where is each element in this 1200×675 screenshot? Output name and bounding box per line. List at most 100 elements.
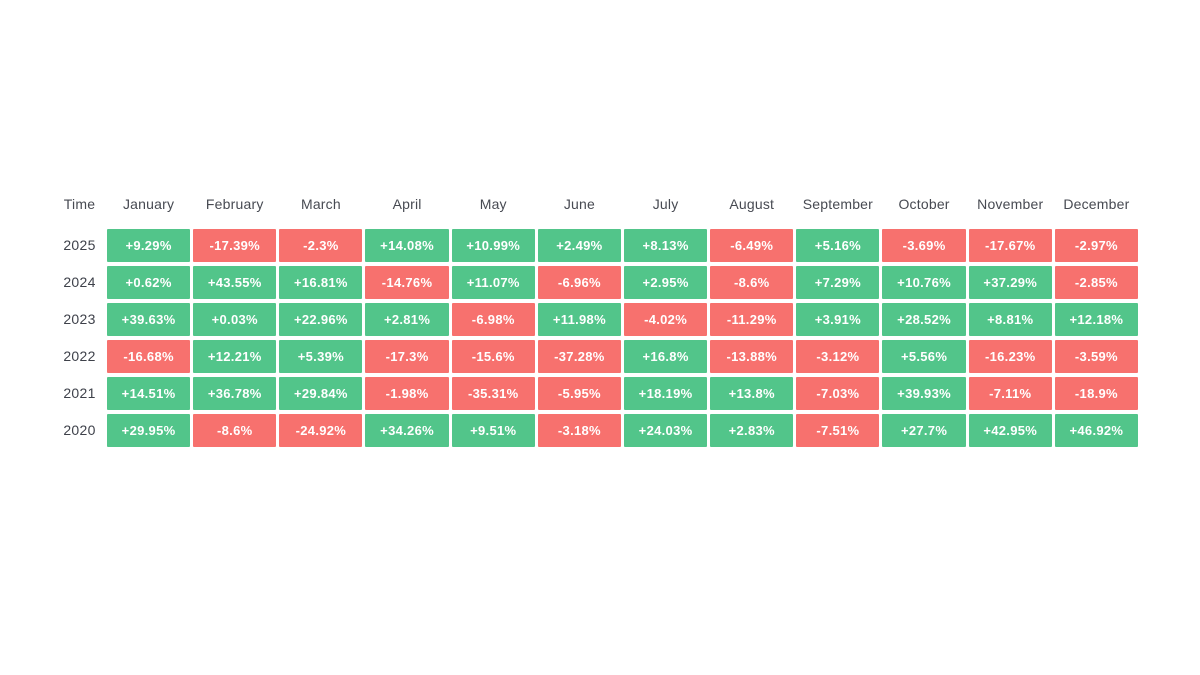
- return-cell: -3.12%: [796, 340, 880, 373]
- return-cell: -2.85%: [1054, 266, 1138, 299]
- month-column-header: March: [300, 196, 341, 212]
- return-cell: -1.98%: [365, 377, 449, 410]
- year-label: 2021: [63, 385, 96, 401]
- return-cell: -7.51%: [796, 414, 880, 447]
- return-cell: -15.6%: [451, 340, 535, 373]
- return-cell: +0.03%: [193, 303, 277, 336]
- return-cell: -3.18%: [537, 414, 621, 447]
- monthly-performance-table: Time January February March April May June Jul…: [55, 196, 1138, 451]
- return-cell: +10.76%: [882, 266, 966, 299]
- return-cell: -35.31%: [451, 377, 535, 410]
- return-cell: +5.56%: [882, 340, 966, 373]
- return-cell: +18.19%: [623, 377, 708, 410]
- return-cell: +2.83%: [710, 414, 794, 447]
- month-column-header: December: [1063, 196, 1130, 212]
- month-column-header: November: [977, 196, 1044, 212]
- return-cell: +0.62%: [107, 266, 191, 299]
- return-cell: +39.93%: [882, 377, 966, 410]
- time-column-header: Time: [63, 196, 96, 212]
- month-column-header: August: [729, 196, 775, 212]
- table-row: 2021 +14.51% +36.78% +29.84% -1.98% -35.31% -5…: [55, 377, 1138, 410]
- return-cell: +29.84%: [279, 377, 363, 410]
- return-cell: -7.03%: [796, 377, 880, 410]
- return-cell: -3.69%: [882, 229, 966, 262]
- month-column-header: June: [563, 196, 595, 212]
- return-cell: +8.81%: [968, 303, 1052, 336]
- return-cell: -13.88%: [710, 340, 794, 373]
- table-row: 2022 -16.68% +12.21% +5.39% -17.3% -15.6% -37.…: [55, 340, 1138, 373]
- return-cell: +2.95%: [623, 266, 708, 299]
- year-label: 2025: [63, 237, 96, 253]
- return-cell: -6.98%: [451, 303, 535, 336]
- year-label: 2023: [63, 311, 96, 327]
- table-row: 2020 +29.95% -8.6% -24.92% +34.26% +9.51% -3.1…: [55, 414, 1138, 447]
- return-cell: -8.6%: [193, 414, 277, 447]
- return-cell: +11.07%: [451, 266, 535, 299]
- month-column-header: October: [898, 196, 950, 212]
- month-column-header: April: [392, 196, 422, 212]
- return-cell: -14.76%: [365, 266, 449, 299]
- year-label: 2022: [63, 348, 96, 364]
- table-header-row: Time January February March April May June Jul…: [55, 196, 1138, 213]
- return-cell: +10.99%: [451, 229, 535, 262]
- return-cell: -6.49%: [710, 229, 794, 262]
- month-column-header: January: [122, 196, 175, 212]
- return-cell: +9.29%: [107, 229, 191, 262]
- return-cell: -24.92%: [279, 414, 363, 447]
- return-cell: -6.96%: [537, 266, 621, 299]
- return-cell: +11.98%: [537, 303, 621, 336]
- return-cell: +7.29%: [796, 266, 880, 299]
- return-cell: +16.81%: [279, 266, 363, 299]
- return-cell: +27.7%: [882, 414, 966, 447]
- return-cell: +37.29%: [968, 266, 1052, 299]
- return-cell: -5.95%: [537, 377, 621, 410]
- return-cell: +43.55%: [193, 266, 277, 299]
- month-column-header: September: [802, 196, 874, 212]
- return-cell: +34.26%: [365, 414, 449, 447]
- table-row: 2024 +0.62% +43.55% +16.81% -14.76% +11.07% -6…: [55, 266, 1138, 299]
- return-cell: -3.59%: [1054, 340, 1138, 373]
- return-cell: -4.02%: [623, 303, 708, 336]
- return-cell: -11.29%: [710, 303, 794, 336]
- return-cell: -8.6%: [710, 266, 794, 299]
- return-cell: -37.28%: [537, 340, 621, 373]
- return-cell: +46.92%: [1054, 414, 1138, 447]
- return-cell: +5.16%: [796, 229, 880, 262]
- return-cell: -17.67%: [968, 229, 1052, 262]
- return-cell: -16.68%: [107, 340, 191, 373]
- return-cell: -7.11%: [968, 377, 1052, 410]
- table-row: 2023 +39.63% +0.03% +22.96% +2.81% -6.98% +11.…: [55, 303, 1138, 336]
- return-cell: -18.9%: [1054, 377, 1138, 410]
- return-cell: +22.96%: [279, 303, 363, 336]
- return-cell: -2.97%: [1054, 229, 1138, 262]
- return-cell: +29.95%: [107, 414, 191, 447]
- month-column-header: July: [652, 196, 679, 212]
- return-cell: +3.91%: [796, 303, 880, 336]
- return-cell: +14.51%: [107, 377, 191, 410]
- return-cell: +12.18%: [1054, 303, 1138, 336]
- return-cell: +36.78%: [193, 377, 277, 410]
- return-cell: +2.49%: [537, 229, 621, 262]
- return-cell: -16.23%: [968, 340, 1052, 373]
- table-row: 2025 +9.29% -17.39% -2.3% +14.08% +10.99% +2.4…: [55, 229, 1138, 262]
- year-label: 2020: [63, 422, 96, 438]
- return-cell: +8.13%: [623, 229, 708, 262]
- return-cell: +42.95%: [968, 414, 1052, 447]
- return-cell: +24.03%: [623, 414, 708, 447]
- year-label: 2024: [63, 274, 96, 290]
- return-cell: +16.8%: [623, 340, 708, 373]
- month-column-header: February: [205, 196, 264, 212]
- return-cell: -17.39%: [193, 229, 277, 262]
- return-cell: +28.52%: [882, 303, 966, 336]
- table-body: 2025 +9.29% -17.39% -2.3% +14.08% +10.99% +2.4…: [55, 229, 1138, 447]
- return-cell: +9.51%: [451, 414, 535, 447]
- return-cell: -2.3%: [279, 229, 363, 262]
- return-cell: +2.81%: [365, 303, 449, 336]
- return-cell: +5.39%: [279, 340, 363, 373]
- return-cell: +12.21%: [193, 340, 277, 373]
- return-cell: +13.8%: [710, 377, 794, 410]
- return-cell: -17.3%: [365, 340, 449, 373]
- month-column-header: May: [479, 196, 507, 212]
- return-cell: +39.63%: [107, 303, 191, 336]
- return-cell: +14.08%: [365, 229, 449, 262]
